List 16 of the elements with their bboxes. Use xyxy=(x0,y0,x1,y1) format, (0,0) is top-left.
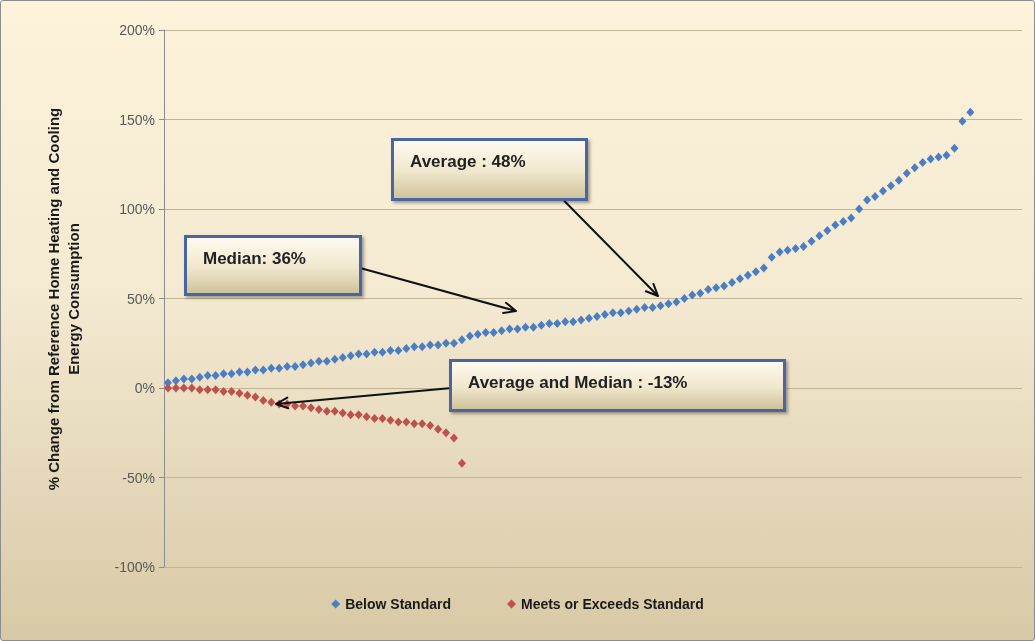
y-tick-label: 0% xyxy=(134,380,155,396)
annotation: Median: 36% xyxy=(203,249,306,268)
y-tick-label: -100% xyxy=(114,559,155,575)
legend-label: Below Standard xyxy=(345,596,451,612)
annotation: Average and Median : -13% xyxy=(468,373,688,392)
y-tick-label: 100% xyxy=(119,201,155,217)
y-tick-label: 200% xyxy=(119,22,155,38)
callout-box: Average : 48% xyxy=(391,138,588,201)
y-tick-label: -50% xyxy=(122,469,155,486)
annotation: Average : 48% xyxy=(410,152,526,171)
callout-box: Average and Median : -13% xyxy=(449,359,786,412)
y-tick-label: 150% xyxy=(119,111,155,128)
y-axis-title: % Change from Reference Home Heating and Cooling Energy Consumption xyxy=(44,106,83,493)
callout-box: Median: 36% xyxy=(184,235,362,296)
y-tick-label: 50% xyxy=(126,290,155,307)
legend-label: Meets or Exceeds Standard xyxy=(520,596,704,612)
